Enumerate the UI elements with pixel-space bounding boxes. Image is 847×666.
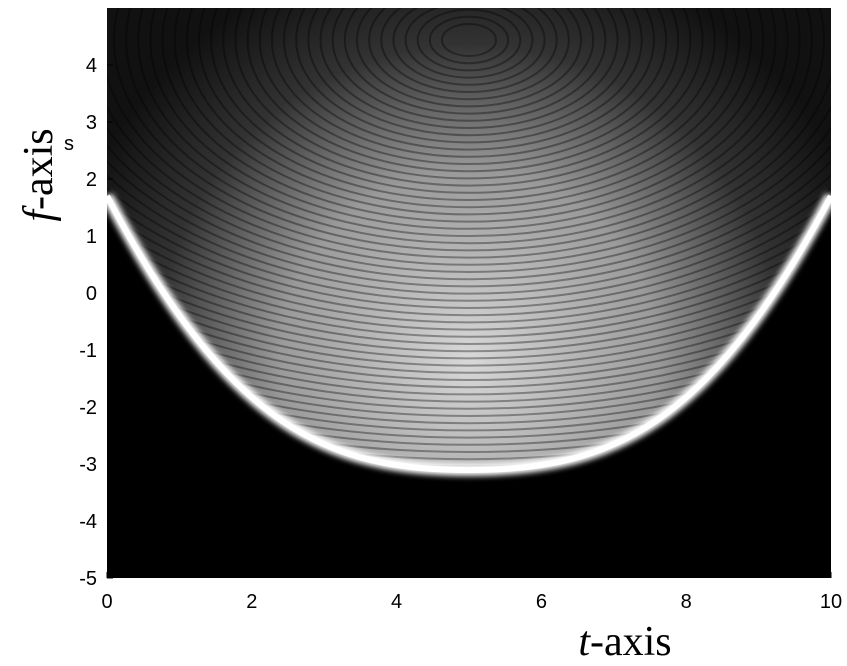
ripple [0, 0, 847, 351]
ripple [0, 0, 847, 452]
ripple [441, 23, 497, 57]
ripple [107, 8, 831, 281]
ripple [295, 8, 643, 144]
ripple [161, 8, 777, 223]
ripple [404, 8, 534, 79]
ripple [0, 0, 847, 402]
ripple [185, 8, 753, 209]
ripple [137, 8, 801, 237]
image-region [107, 8, 831, 470]
ripple [107, 8, 831, 259]
y-tick-label: 4 [86, 55, 97, 77]
ripple [355, 8, 583, 108]
ripple [0, 0, 847, 373]
ripple [112, 8, 826, 252]
ripple [319, 8, 619, 129]
y-tick-label: 1 [86, 226, 97, 248]
ripple [283, 8, 655, 151]
ripple [149, 8, 789, 230]
y-tick-label: -5 [79, 568, 97, 590]
y-tick-label: 2 [86, 169, 97, 191]
ripple [0, 0, 847, 438]
ripple [343, 8, 595, 115]
ripple [0, 0, 847, 358]
ripple [246, 8, 692, 173]
ripple [428, 15, 510, 65]
ripple [107, 8, 831, 273]
x-axis-label: t-axis [578, 619, 671, 665]
axes: 0 2 4 6 8 10 -5 -4 -3 -2 -1 0 1 2 3 4 [79, 55, 842, 613]
image [0, 0, 847, 578]
ripple [107, 8, 831, 317]
ripples [0, 0, 847, 531]
y-tick-label: -4 [79, 511, 97, 533]
y-axis-label: f-axis [16, 128, 62, 221]
ripple [0, 0, 847, 409]
ripple [0, 0, 847, 387]
y-tick-label: -1 [79, 340, 97, 362]
ripple [107, 8, 831, 309]
ripple [0, 0, 847, 380]
y-tick-label: 3 [86, 112, 97, 134]
ripple [173, 8, 765, 216]
ripple [222, 8, 716, 187]
y-tick-label: 0 [86, 283, 97, 305]
x-tick-label: 0 [101, 591, 112, 613]
y-tick-label: -2 [79, 397, 97, 419]
ripple [0, 0, 847, 337]
ripple [107, 8, 831, 324]
ripple [234, 8, 704, 180]
x-tick-label: 2 [246, 591, 257, 613]
x-tick-label: 10 [820, 591, 842, 613]
ripple [0, 0, 847, 423]
ripple [107, 8, 831, 295]
bright-curve-core [107, 194, 831, 474]
ripple [0, 0, 847, 344]
ripple [380, 8, 558, 93]
ripple [210, 8, 728, 194]
ripple [0, 0, 847, 394]
ripple [416, 8, 522, 72]
annotation: s [64, 133, 74, 155]
ripple [198, 8, 740, 201]
ripple [307, 8, 631, 137]
ripple [258, 8, 680, 165]
ripple [107, 8, 831, 288]
ripple [0, 0, 847, 459]
ripple [368, 8, 570, 101]
ripple [270, 8, 668, 158]
ripple [0, 0, 847, 445]
ripple [331, 8, 607, 122]
ripple [125, 8, 813, 245]
ripple [0, 0, 847, 366]
ripple [0, 0, 847, 416]
ripple [107, 8, 831, 331]
ripple [107, 8, 831, 266]
x-tick-label: 4 [391, 591, 402, 613]
y-tick-label: -3 [79, 454, 97, 476]
ripple [392, 8, 546, 86]
ripple [107, 8, 831, 302]
x-tick-label: 8 [681, 591, 692, 613]
x-tick-label: 6 [536, 591, 547, 613]
ripple [0, 0, 847, 430]
